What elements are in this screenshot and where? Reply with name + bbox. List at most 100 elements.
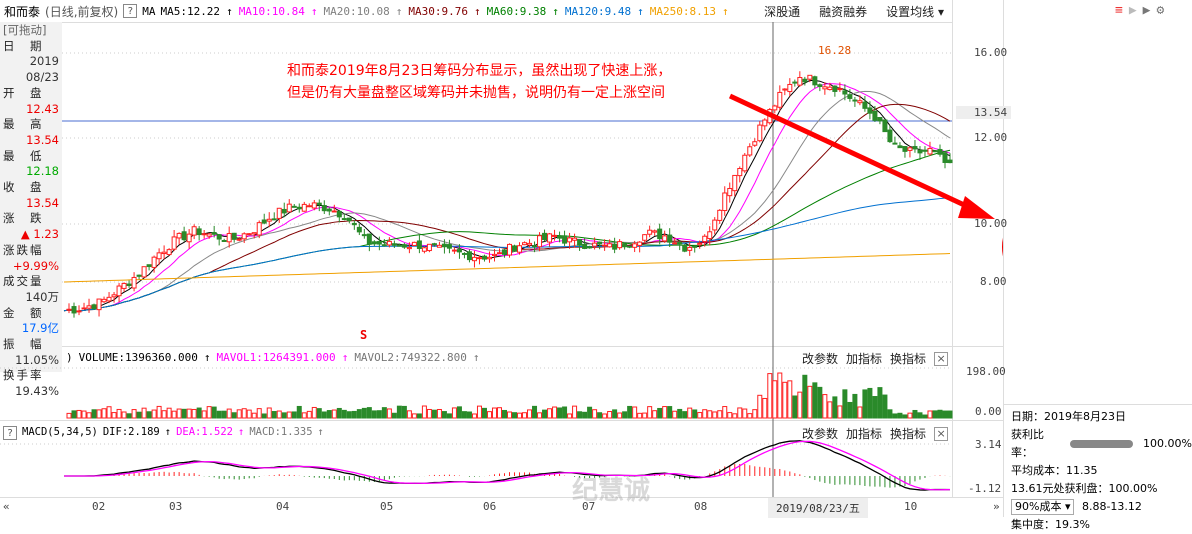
candle (612, 243, 618, 250)
bars-icon[interactable]: ≡ (1115, 3, 1123, 18)
volume-bar (577, 411, 583, 419)
volume-bar (827, 401, 833, 419)
volume-bar (246, 409, 252, 419)
volume-bar (251, 412, 257, 419)
candle (802, 78, 808, 83)
play-dark-icon[interactable]: ▶ (1142, 3, 1151, 18)
scroll-left-button[interactable]: « (3, 500, 10, 513)
volume-bar (887, 409, 893, 419)
volume-bar (436, 408, 442, 419)
candle (411, 241, 417, 246)
macd-help-button[interactable]: ? (3, 426, 17, 440)
volume-bar (301, 412, 307, 419)
candle (216, 234, 222, 240)
chart-mode: (日线,前复权) (45, 4, 119, 19)
candle (181, 231, 187, 241)
volume-bar (461, 411, 467, 419)
candle (361, 234, 367, 237)
volume-bar (396, 405, 402, 419)
volume-bar (862, 389, 868, 419)
help-button[interactable]: ? (123, 4, 138, 18)
volume-bar (907, 412, 913, 419)
arrow-icon: ↑ (317, 426, 324, 438)
candle (752, 141, 758, 146)
volume-bar (792, 395, 798, 419)
volume-bar (592, 409, 598, 419)
arrow-icon: ↑ (395, 4, 403, 18)
add-indicator-button[interactable]: 加指标 (846, 427, 883, 441)
volume-bar (321, 411, 327, 419)
candle (496, 252, 502, 255)
volume-bar (702, 409, 708, 419)
candle (757, 124, 763, 142)
volume-pane-buttons: 改参数 加指标 换指标 × (802, 350, 949, 367)
close-pane-button[interactable]: × (934, 426, 949, 441)
volume-bar (922, 414, 928, 419)
divider (952, 0, 953, 498)
candle (156, 252, 162, 260)
candle (131, 276, 137, 289)
edit-params-button[interactable]: 改参数 (802, 427, 839, 441)
margin-trading-button[interactable]: 融资融券 (819, 4, 868, 19)
volume-bar (802, 374, 808, 419)
info-panel: [可拖动] 日 期 2019 08/23 开 盘 12.43 最 高 13.54 最 低 12… (0, 22, 62, 398)
volume-bar (707, 410, 713, 419)
edit-params-button[interactable]: 改参数 (802, 352, 839, 366)
candle (206, 233, 212, 237)
play-icon[interactable]: ▶ (1128, 3, 1137, 18)
volume-bar (341, 409, 347, 419)
shenzhen-connect-button[interactable]: 深股通 (764, 4, 801, 19)
candle (266, 218, 272, 222)
volume-bar (421, 405, 427, 419)
volume-bar (787, 380, 793, 419)
chart-header: 和而泰 (日线,前复权) ? MA MA5:12.22 ↑ MA10:10.84 ↑ M… (0, 0, 952, 22)
candle (822, 86, 828, 90)
candle (346, 217, 352, 222)
price-tick: 16.00 (974, 46, 1008, 59)
close-pane-button[interactable]: × (934, 351, 949, 366)
volume-bar (111, 412, 117, 419)
volume-bar (512, 412, 518, 419)
x-tick: 05 (380, 500, 394, 513)
candle (532, 245, 538, 248)
volume-bar (176, 408, 182, 419)
volume-bar (351, 410, 357, 419)
volume-bar (732, 413, 738, 419)
volume-bar (491, 407, 497, 419)
set-ma-button[interactable]: 设置均线 ▾ (886, 4, 944, 19)
volume-bar (767, 373, 773, 419)
cost-percent-select[interactable]: 90%成本 ▾ (1011, 499, 1075, 515)
kline-chart[interactable] (0, 0, 1003, 517)
volume-bar (677, 408, 683, 419)
macd-tick: -1.12 (968, 482, 1002, 495)
candle (501, 249, 507, 255)
switch-indicator-button[interactable]: 换指标 (890, 352, 927, 366)
candle (797, 77, 803, 86)
volume-bar (346, 411, 352, 419)
gear-icon[interactable]: ⚙ (1156, 3, 1165, 18)
add-indicator-button[interactable]: 加指标 (846, 352, 883, 366)
switch-indicator-button[interactable]: 换指标 (890, 427, 927, 441)
candle (376, 241, 382, 245)
volume-bar (842, 389, 848, 419)
candle (321, 205, 327, 212)
scroll-right-button[interactable]: » (993, 500, 1000, 513)
candle (507, 243, 513, 256)
candle (416, 240, 422, 249)
candle (537, 235, 543, 248)
volume-bar (847, 401, 853, 419)
volume-bar (101, 408, 107, 419)
info-label: 金 额 (3, 305, 44, 320)
volume-bar (106, 406, 112, 419)
candle (256, 222, 262, 236)
volume-bar (381, 407, 387, 419)
drag-handle[interactable]: [可拖动] (3, 23, 47, 37)
candle (682, 244, 688, 252)
candle (381, 244, 387, 247)
candle (852, 99, 858, 102)
volume-header: ) VOLUME:1396360.000 ↑ MAVOL1:1264391.000… (66, 351, 480, 364)
volume-bar (171, 410, 177, 419)
volume-bar (96, 409, 102, 419)
volume-bar (567, 413, 573, 419)
volume-bar (311, 406, 317, 419)
